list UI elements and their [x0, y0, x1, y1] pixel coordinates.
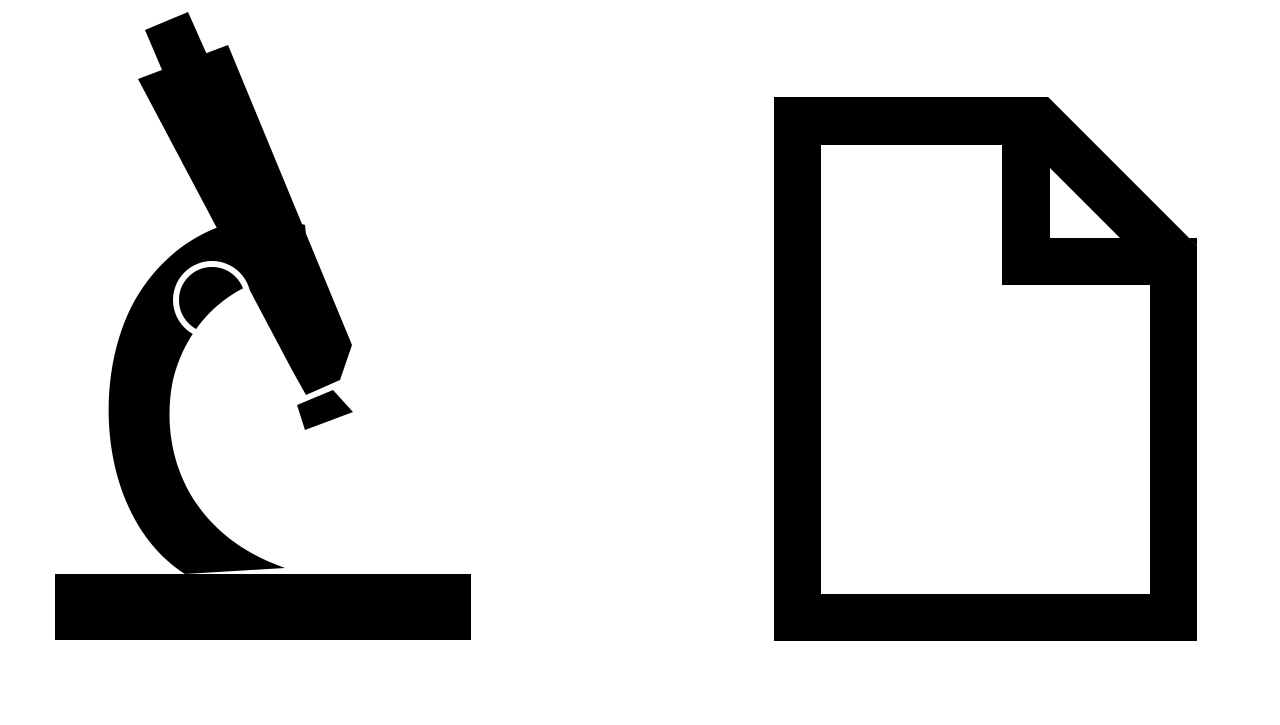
microscope-eyepiece — [145, 12, 212, 84]
starburst-shape — [258, 366, 508, 568]
microscope-icon — [55, 12, 508, 640]
document-fold-inner — [1050, 168, 1120, 238]
document-frame — [774, 97, 1197, 641]
focus-knob — [173, 261, 251, 339]
document-icon — [774, 97, 1197, 641]
starburst-icon — [258, 366, 508, 568]
microscope-objective — [297, 390, 353, 430]
microscope-arm — [108, 218, 310, 575]
microscope-base — [55, 574, 471, 640]
microscope-tube — [138, 45, 352, 395]
